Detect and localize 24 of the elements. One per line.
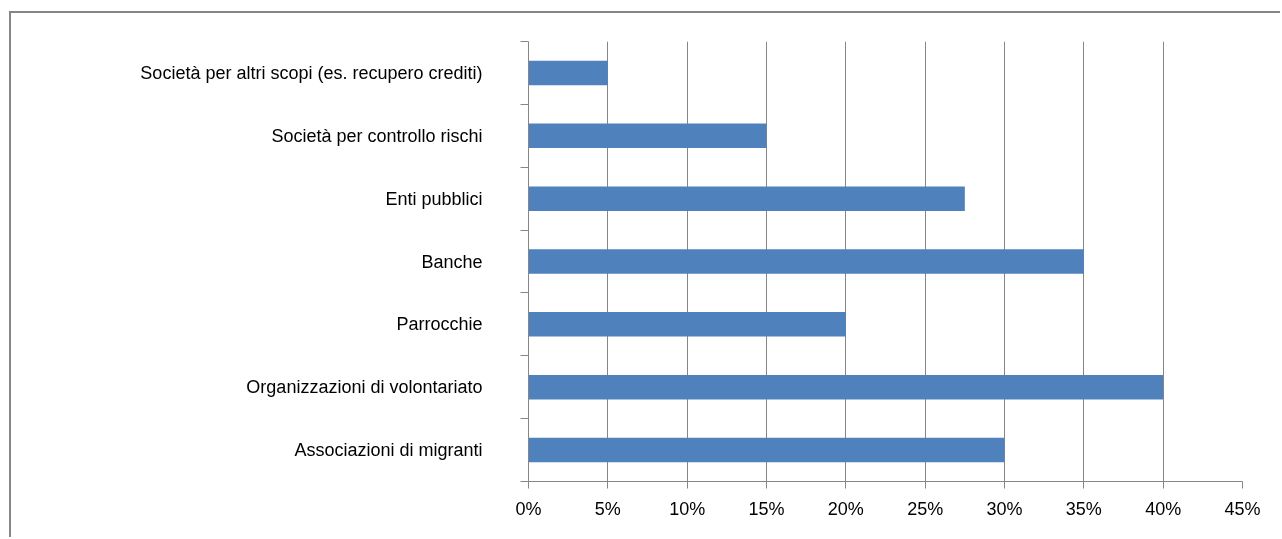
x-tick-label: 35% (1065, 498, 1102, 519)
bar (528, 437, 1005, 463)
bar (528, 249, 1084, 274)
y-tick-label: Organizzazioni di volontariato (246, 377, 483, 398)
y-tick-label: Parrocchie (396, 314, 483, 335)
y-tick-label: Associazioni di migranti (294, 440, 483, 461)
x-tick-label: 10% (669, 498, 706, 519)
x-tick-label: 30% (986, 498, 1023, 519)
bar (528, 60, 608, 86)
x-tick-label: 40% (1145, 498, 1182, 519)
x-tick-label: 25% (907, 498, 944, 519)
bar (528, 374, 1164, 400)
x-tick-label: 45% (1224, 498, 1261, 519)
x-tick-label: 20% (827, 498, 864, 519)
bar (528, 123, 767, 149)
x-tick-label: 5% (594, 498, 621, 519)
x-tick-label: 15% (748, 498, 785, 519)
x-tick-label: 0% (515, 498, 542, 519)
bar (528, 186, 965, 211)
y-tick-label: Enti pubblici (385, 188, 483, 209)
bar (528, 312, 846, 337)
y-tick-label: Società per controllo rischi (271, 125, 483, 146)
y-tick-label: Banche (421, 251, 483, 272)
y-tick-label: Società per altri scopi (es. recupero crediti) (140, 62, 483, 83)
